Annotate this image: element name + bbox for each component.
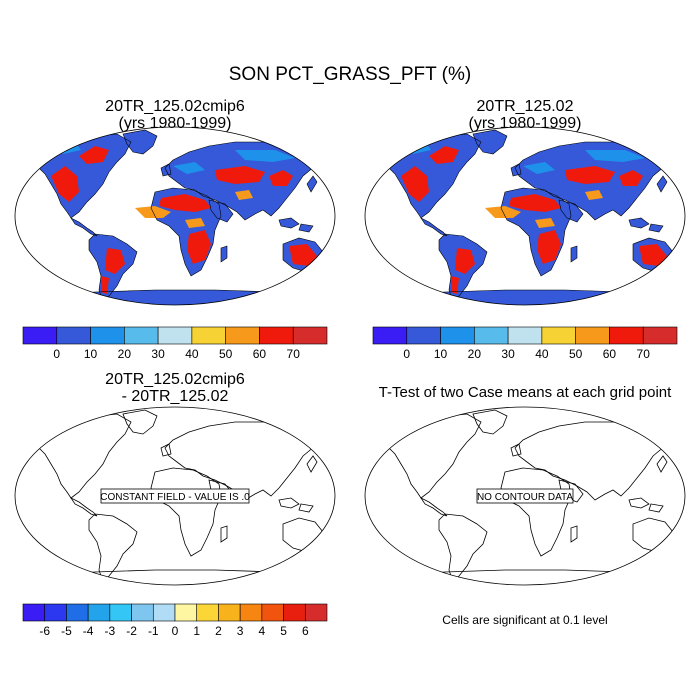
- colorbar-tick-label: -3: [105, 624, 116, 638]
- colorbar-tick-label: 50: [569, 347, 583, 361]
- colorbar-swatch: [474, 326, 509, 345]
- high-grass-regions-2: [401, 146, 667, 294]
- note-box-4: [476, 488, 574, 504]
- panel-title-2-line1: 20TR_125.02: [476, 98, 574, 115]
- colorbar-tick-label: 70: [637, 347, 651, 361]
- colorbar-swatch: [22, 603, 46, 622]
- colorbar-swatch: [261, 603, 284, 622]
- colorbar-swatch: [22, 326, 58, 345]
- colorbar-tick-label: 3: [237, 624, 244, 638]
- map-panel-4: NO CONTOUR DATA: [364, 406, 686, 586]
- panel-title-2-line2: (yrs 1980-1999): [468, 115, 582, 132]
- map-panel-2: [364, 126, 686, 306]
- colorbar-tick-label: 10: [434, 347, 448, 361]
- map-border-2: [364, 126, 686, 306]
- colorbar-panel-2: 0 10 20 30 40 50 60 70: [372, 326, 678, 361]
- colorbar-swatch: [507, 326, 543, 345]
- colorbar-swatch: [642, 326, 678, 345]
- colorbar-swatch: [239, 603, 263, 622]
- colorbar-swatch: [191, 326, 226, 345]
- colorbar-tick-label: 40: [535, 347, 549, 361]
- colorbar-swatch: [90, 326, 125, 345]
- panel-title-3-line1: 20TR_125.02cmip6: [105, 371, 245, 388]
- colorbar-tick-label: 2: [215, 624, 222, 638]
- colorbar-swatch: [174, 603, 198, 622]
- note-text-3: CONSTANT FIELD - VALUE IS .0: [100, 492, 250, 503]
- panel-title-3-line2: - 20TR_125.02: [121, 388, 229, 405]
- significance-note: Cells are significant at 0.1 level: [442, 613, 608, 627]
- colorbar-swatch: [196, 603, 219, 622]
- colorbar-tick-label: 5: [280, 624, 287, 638]
- map-border-4: [364, 406, 686, 586]
- colorbar-tick-label: 4: [259, 624, 266, 638]
- colorbar-swatch: [157, 326, 193, 345]
- colorbar-tick-label: 20: [468, 347, 482, 361]
- mid-grass-regions-1: [135, 190, 253, 228]
- colorbar-swatch: [292, 326, 328, 345]
- colorbar-tick-label: -2: [126, 624, 137, 638]
- colorbar-panel-1: 0 10 20 30 40 50 60 70: [22, 326, 328, 361]
- note-box-3: [100, 488, 250, 504]
- colorbar-swatch: [152, 603, 176, 622]
- colorbar-swatch: [541, 326, 576, 345]
- colorbar-tick-label: 30: [151, 347, 165, 361]
- map-border-1: [14, 126, 336, 306]
- panel-title-4-line1: T-Test of two Case means at each grid po…: [378, 384, 672, 401]
- colorbar-tick-label: 50: [219, 347, 233, 361]
- colorbar-tick-label: 0: [403, 347, 410, 361]
- colorbar-tick-label: 60: [253, 347, 267, 361]
- colorbar-tick-label: 60: [603, 347, 617, 361]
- colorbar-swatch: [575, 326, 610, 345]
- high-grass-regions-1: [51, 146, 317, 294]
- colorbar-tick-label: 40: [185, 347, 199, 361]
- colorbar-swatch: [372, 326, 408, 345]
- colorbar-difference: -6 -5 -4 -3 -2 -1 0 1 2 3 4 5 6: [22, 603, 328, 638]
- colorbar-tick-label: -1: [148, 624, 159, 638]
- colorbar-tick-label: 6: [302, 624, 309, 638]
- map-border-3: [14, 406, 336, 586]
- colorbar-tick-label: -4: [83, 624, 94, 638]
- colorbar-swatch: [259, 326, 294, 345]
- colorbar-tick-label: 20: [118, 347, 132, 361]
- colorbar-swatch: [304, 603, 328, 622]
- colorbar-swatch: [225, 326, 260, 345]
- colorbar-tick-label: -5: [61, 624, 72, 638]
- colorbar-swatch: [131, 603, 154, 622]
- main-title: SON PCT_GRASS_PFT (%): [228, 64, 472, 85]
- colorbar-tick-label: 0: [53, 347, 60, 361]
- colorbar-swatch: [124, 326, 159, 345]
- colorbar-tick-label: 0: [172, 624, 179, 638]
- colorbar-swatch: [66, 603, 89, 622]
- colorbar-swatch: [218, 603, 241, 622]
- colorbar-tick-label: 10: [84, 347, 98, 361]
- map-panel-1: [14, 126, 336, 306]
- colorbar-swatch: [406, 326, 441, 345]
- colorbar-tick-label: 70: [287, 347, 301, 361]
- note-text-4: NO CONTOUR DATA: [477, 492, 573, 503]
- panel-title-1-line1: 20TR_125.02cmip6: [105, 98, 245, 115]
- panel-title-1-line2: (yrs 1980-1999): [118, 115, 232, 132]
- colorbar-swatch: [609, 326, 644, 345]
- colorbar-tick-label: 1: [193, 624, 200, 638]
- colorbar-tick-label: -6: [39, 624, 50, 638]
- colorbar-swatch: [440, 326, 475, 345]
- colorbar-tick-label: 30: [501, 347, 515, 361]
- colorbar-swatch: [44, 603, 67, 622]
- map-panel-3: CONSTANT FIELD - VALUE IS .0: [14, 406, 336, 586]
- colorbar-swatch: [283, 603, 306, 622]
- colorbar-swatch: [56, 326, 91, 345]
- colorbar-swatch: [87, 603, 111, 622]
- mid-grass-regions-2: [485, 190, 603, 228]
- colorbar-swatch: [109, 603, 132, 622]
